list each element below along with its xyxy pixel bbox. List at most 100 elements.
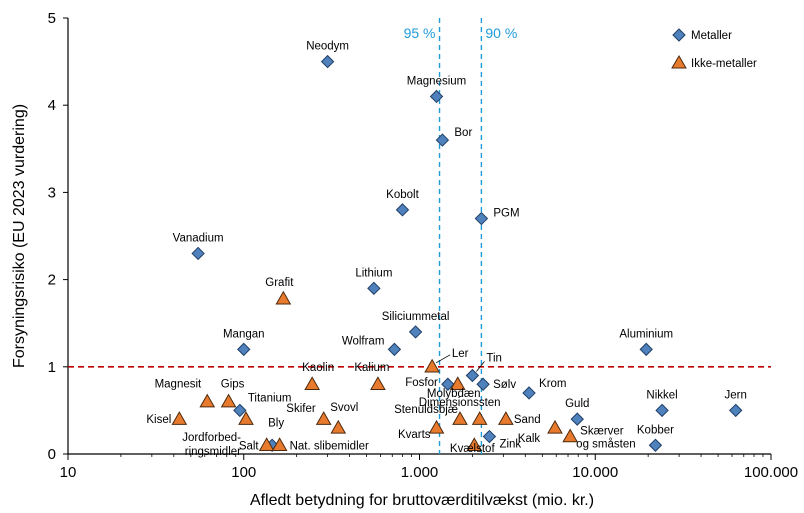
point-label: Vanadium (173, 232, 224, 244)
point-labels: Neodym Magnesium Bor Kobolt PGM Vanadium Lithi… (146, 41, 747, 459)
x-tick-label: 10.000 (572, 464, 618, 481)
point-gips (220, 393, 237, 408)
x-tick-label: 1.000 (401, 464, 439, 481)
point-label: Ler (452, 348, 469, 360)
point-label: Skifer (286, 403, 316, 415)
point-kalk (547, 419, 563, 434)
point-label: Kvælstof (450, 443, 496, 455)
y-tick-label: 5 (48, 10, 56, 27)
point-label: Kalium (354, 362, 389, 374)
point-label: Sand (514, 414, 541, 426)
leader-line (435, 354, 451, 364)
y-tick-label: 3 (48, 184, 56, 201)
point-ler (424, 358, 440, 373)
legend-label: Metaller (691, 30, 732, 42)
point-label: Siliciummetal (382, 311, 450, 323)
point-zink (482, 429, 497, 444)
point-magnesium (429, 89, 444, 104)
point-label: Stenuldsbjæ (394, 404, 458, 416)
point-label: Grafit (265, 277, 294, 289)
percentile-line-label: 90 % (485, 25, 517, 41)
y-tick-label: 4 (48, 97, 56, 114)
legend: Metaller Ikke-metaller (671, 28, 757, 70)
point-label: Kvarts (398, 429, 431, 441)
point-siliciummetal (408, 325, 423, 339)
axes: 0 1 2 3 4 5 10 100 1.000 10.000 100.000 (48, 10, 798, 481)
point-label: Nat. slibemidler (290, 440, 369, 452)
point-jern (729, 403, 743, 418)
point-label: Skærver (580, 426, 624, 438)
y-tick-label: 1 (48, 359, 56, 376)
point-kvælstof (466, 437, 483, 452)
point-label: Zink (499, 439, 521, 451)
point-molybdæn (449, 376, 466, 390)
point-wolfram (387, 342, 402, 357)
point-kvarts (428, 419, 445, 434)
point-label: Bly (268, 417, 284, 429)
point-skifer (315, 411, 332, 425)
point-salt (258, 437, 275, 452)
point-label: Guld (565, 398, 589, 410)
point-label: Kisel (146, 414, 171, 426)
point-label: Salt (239, 440, 260, 452)
point-label: Fosfor (405, 377, 438, 389)
x-axis-title: Afledt betydning for bruttoværditilvækst… (250, 492, 594, 509)
point-label: Nikkel (646, 389, 677, 401)
point-label: Tin (486, 353, 502, 365)
x-tick-label: 100.000 (744, 464, 798, 481)
point-aluminium (639, 342, 653, 357)
point-label: Gips (221, 379, 245, 391)
point-label: Mangan (223, 328, 265, 340)
point-skærver-og-småsten (562, 428, 579, 443)
leader-line (476, 361, 485, 372)
point-label: Wolfram (342, 335, 385, 347)
point-label: Krom (539, 378, 566, 390)
point-label: Aluminium (619, 328, 673, 340)
point-label: Dimensionssten (419, 397, 501, 409)
point-stenuldsbjæ (452, 411, 468, 425)
y-axis-title: Forsyningsrisiko (EU 2023 vurdering) (11, 104, 28, 368)
point-guld (570, 412, 584, 426)
point-label: Svovl (330, 402, 358, 414)
x-tick-label: 100 (231, 464, 256, 481)
point-magnesit (199, 393, 216, 408)
point-vanadium (191, 246, 205, 261)
point-krom (522, 386, 536, 400)
percentile-line-label: 95 % (404, 25, 436, 41)
point-label: Magnesit (155, 379, 202, 391)
point-label: Jern (725, 389, 747, 401)
point-tin (465, 368, 480, 383)
point-kalium (370, 376, 386, 390)
y-tick-label: 2 (48, 272, 56, 289)
point-bor (435, 133, 450, 147)
point-label: Titanium (248, 392, 292, 404)
legend-marker-diamond (672, 28, 686, 42)
x-tick-label: 10 (60, 464, 77, 481)
data-points (171, 54, 743, 452)
point-label: ringsmidler (185, 446, 241, 458)
point-titanium (233, 403, 247, 418)
point-lithium (367, 281, 381, 296)
point-pgm (474, 211, 489, 226)
point-label: Jordforbed- (182, 432, 241, 444)
point-label: Magnesium (407, 75, 466, 87)
point-label: PGM (493, 208, 519, 220)
point-label: Kaolin (302, 362, 334, 374)
point-kaolin (304, 376, 321, 390)
point-nikkel (655, 403, 669, 418)
point-label: Neodym (306, 41, 349, 53)
point-sand (497, 411, 514, 425)
point-grafit (275, 290, 292, 305)
point-label: Kobolt (386, 189, 419, 201)
point-neodym (320, 54, 335, 69)
point-nat-slibemidler (271, 437, 288, 452)
point-label: og småsten (576, 439, 635, 451)
y-tick-label: 0 (48, 446, 56, 463)
point-kobber (648, 438, 663, 452)
point-kisel (171, 411, 188, 425)
legend-marker-triangle (671, 55, 687, 69)
point-kobolt (395, 203, 410, 217)
point-jordforbedringsmidler (238, 411, 254, 425)
point-label: Bor (454, 127, 472, 139)
